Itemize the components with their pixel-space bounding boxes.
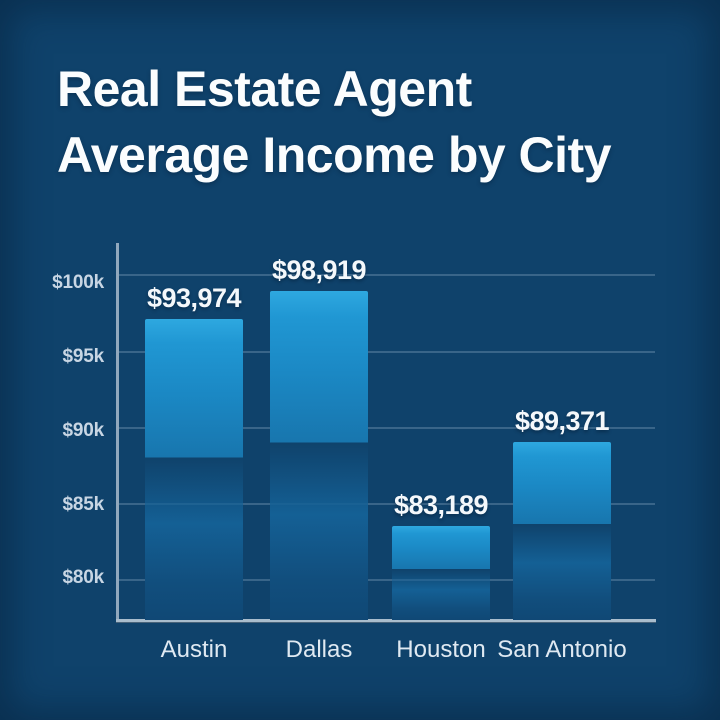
x-tick-label-houston: Houston bbox=[396, 636, 486, 663]
y-tick-label-100k: $100k bbox=[52, 272, 104, 293]
bar-austin bbox=[145, 319, 243, 620]
y-tick-label-95k: $95k bbox=[62, 346, 105, 367]
gridline-85k bbox=[119, 503, 655, 505]
bar-houston bbox=[392, 526, 490, 620]
bar-san-antonio bbox=[513, 442, 611, 620]
gridline-90k bbox=[119, 427, 655, 429]
y-axis-line bbox=[116, 243, 119, 622]
y-tick-label-85k: $85k bbox=[62, 494, 105, 515]
gridline-80k bbox=[119, 579, 655, 581]
x-axis-line bbox=[116, 619, 656, 623]
chart-title-line-2: Average Income by City bbox=[57, 127, 612, 183]
y-tick-label-80k: $80k bbox=[62, 567, 105, 588]
value-label-austin: $93,974 bbox=[146, 283, 242, 313]
value-label-san-antonio: $89,371 bbox=[514, 406, 610, 436]
value-label-dallas: $98,919 bbox=[271, 255, 367, 285]
bar-dallas bbox=[270, 291, 368, 620]
x-tick-label-san-antonio: San Antonio bbox=[497, 636, 627, 663]
chart-title-line-1: Real Estate Agent bbox=[57, 61, 472, 117]
x-tick-label-dallas: Dallas bbox=[285, 636, 353, 663]
gridline-95k bbox=[119, 351, 655, 353]
chart-title: Real Estate Agent Average Income by City bbox=[57, 56, 612, 188]
gridline-100k bbox=[119, 274, 655, 276]
y-tick-label-90k: $90k bbox=[62, 420, 105, 441]
x-tick-label-austin: Austin bbox=[160, 636, 228, 663]
value-label-houston: $83,189 bbox=[393, 490, 489, 520]
